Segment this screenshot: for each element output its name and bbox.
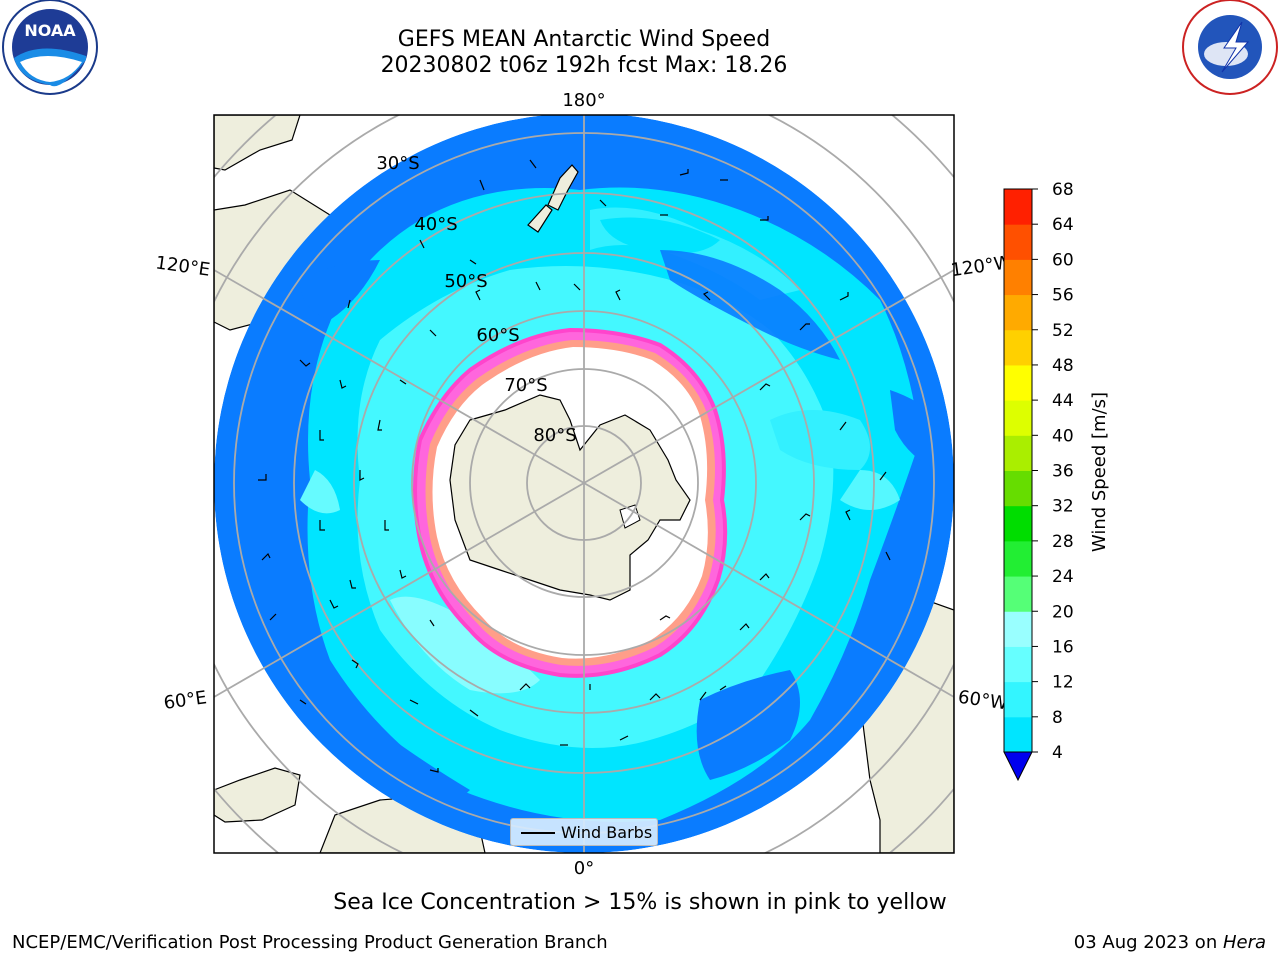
svg-text:NOAA: NOAA (24, 21, 76, 40)
colorbar-tick-label: 20 (1052, 602, 1074, 622)
lon-label-60e: 60°E (162, 687, 208, 714)
lat-label-30s: 30°S (376, 153, 419, 174)
colorbar-segment (1004, 470, 1032, 507)
footer-organization: NCEP/EMC/Verification Post Processing Pr… (12, 932, 608, 953)
noaa-logo: NOAA (2, 0, 98, 95)
colorbar-segment (1004, 259, 1032, 296)
colorbar-tick-label: 64 (1052, 215, 1074, 235)
map-figure: NOAA (2, 0, 1278, 879)
colorbar-segment (1004, 329, 1032, 366)
wind-barbs (258, 159, 891, 773)
colorbar-segment (1004, 400, 1032, 436)
national-weather-service-logo (1182, 0, 1278, 95)
colorbar-tick-label: 44 (1052, 391, 1074, 411)
lat-label-60s: 60°S (476, 325, 519, 346)
new-zealand-landmass (547, 164, 579, 211)
lat-label-80s: 80°S (533, 425, 576, 446)
colorbar-tick-label: 60 (1052, 250, 1074, 270)
colorbar-segment (1004, 435, 1032, 471)
colorbar-segment (1004, 294, 1032, 331)
colorbar-segment (1004, 189, 1032, 225)
colorbar-tick-label: 32 (1052, 497, 1074, 517)
colorbar-segment (1004, 611, 1032, 647)
map-panel (213, 114, 955, 854)
footer-date-text: 03 Aug 2023 on (1073, 932, 1223, 953)
colorbar-tick-label: 28 (1052, 532, 1074, 552)
plot-title: GEFS MEAN Antarctic Wind Speed (397, 27, 771, 52)
colorbar-segment (1004, 576, 1032, 612)
lat-label-70s: 70°S (504, 375, 547, 396)
colorbar-segment (1004, 681, 1032, 718)
legend-label: Wind Barbs (561, 823, 653, 842)
colorbar-tick-label: 48 (1052, 356, 1074, 376)
colorbar-tick-label: 40 (1052, 426, 1074, 446)
sea-ice-caption: Sea Ice Concentration > 15% is shown in … (333, 890, 947, 915)
colorbar-tick-label: 52 (1052, 321, 1074, 341)
lat-label-50s: 50°S (444, 271, 487, 292)
lon-label-120e: 120°E (154, 252, 211, 280)
colorbar-segment (1004, 224, 1032, 260)
colorbar-segment (1004, 364, 1032, 401)
colorbar-label: Wind Speed [m/s] (1089, 392, 1110, 552)
colorbar-tick-label: 68 (1052, 180, 1074, 200)
colorbar-tick-label: 36 (1052, 462, 1074, 482)
wind-barbs-legend: Wind Barbs (510, 818, 658, 846)
legend-line-icon (521, 832, 555, 834)
colorbar-segment (1004, 716, 1032, 753)
lon-label-180: 180° (562, 90, 605, 111)
colorbar-segment (1004, 540, 1032, 577)
plot-subtitle: 20230802 t06z 192h fcst Max: 18.26 (380, 53, 788, 78)
lon-label-0: 0° (574, 858, 594, 879)
colorbar-segment (1004, 505, 1032, 542)
colorbar-tick-label: 8 (1052, 708, 1063, 728)
colorbar-tick-label: 56 (1052, 286, 1074, 306)
map-frame (213, 114, 955, 854)
lon-label-60w: 60°W (957, 687, 1009, 715)
colorbar-tick-label: 24 (1052, 567, 1074, 587)
footer-date: 03 Aug 2023 on Hera (1074, 932, 1266, 953)
colorbar-under-arrow (1003, 751, 1033, 782)
colorbar-tick-label: 4 (1052, 743, 1063, 763)
lat-label-40s: 40°S (414, 214, 457, 235)
footer-host: Hera (1222, 932, 1266, 953)
colorbar-tick-label: 12 (1052, 673, 1074, 693)
colorbar-segment (1004, 646, 1032, 683)
antarctica-landmass (449, 394, 691, 601)
colorbar-tick-label: 16 (1052, 637, 1074, 657)
